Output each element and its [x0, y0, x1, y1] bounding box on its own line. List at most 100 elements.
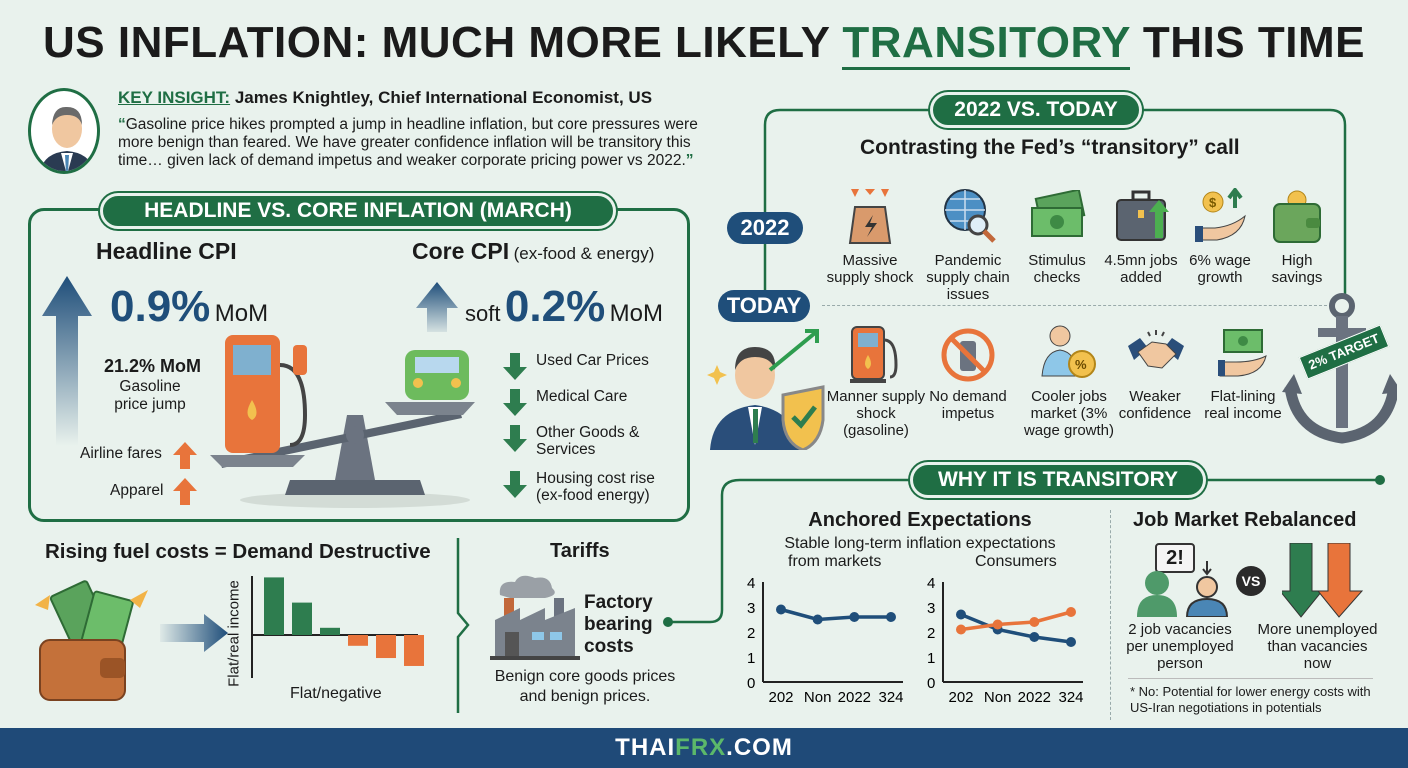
- wage-growth-icon: $: [1195, 188, 1246, 242]
- section-divider: [456, 538, 470, 713]
- item-2022-label: 6% wage growth: [1189, 252, 1251, 286]
- apparel-label: Apparel: [110, 482, 164, 499]
- item-today-label: No demand impetus: [929, 388, 1007, 422]
- quote-close-icon: ”: [685, 152, 694, 169]
- vs-badge: VS: [1236, 566, 1266, 596]
- label-today: TODAY: [718, 290, 810, 322]
- jobs-right-label: More unemployed than vacancies now: [1257, 621, 1378, 672]
- down-arrow-icon: [503, 353, 527, 380]
- markets-label: from markets: [788, 553, 882, 570]
- bar: [404, 635, 424, 666]
- bar: [320, 627, 340, 635]
- fuel-xlabel: Flat/negative: [290, 685, 382, 702]
- footnote: * No: Potential for lower energy costs w…: [1130, 684, 1371, 715]
- series-line: [780, 607, 891, 622]
- y-tick-label: 0: [927, 675, 935, 692]
- dashed-separator: [822, 305, 1327, 306]
- factory-label: Factory bearing costs: [584, 592, 653, 657]
- quote-text: Gasoline price hikes prompted a jump in …: [118, 116, 698, 169]
- x-tick-label: 202: [768, 689, 793, 706]
- series-line: [960, 612, 1072, 644]
- headline-value: 0.9% MoM: [110, 282, 268, 332]
- people-icon: [1137, 561, 1229, 617]
- data-point: [1066, 637, 1076, 647]
- fuel-title: Rising fuel costs = Demand Destructive: [45, 540, 431, 563]
- savings-wallet-icon: [1273, 190, 1321, 243]
- bar: [376, 635, 396, 659]
- x-tick-label: Non: [984, 689, 1012, 706]
- supply-shock-icon: [848, 189, 892, 244]
- core-cpi-sub: (ex-food & energy): [513, 244, 655, 263]
- item-2022-label: Stimulus checks: [1028, 252, 1086, 286]
- core-prefix: soft: [465, 301, 501, 326]
- consumers-line-chart: 0 1 2 3 4 202 Non 2022 324: [927, 575, 1084, 706]
- svg-text:%: %: [1075, 357, 1087, 372]
- core-unit: MoM: [609, 300, 664, 327]
- up-arrow-icon: [173, 478, 197, 505]
- series-line: [960, 610, 1072, 632]
- tariffs-note: Benign core goods prices and benign pric…: [494, 668, 676, 705]
- item-today-label: Flat-lining real income: [1204, 388, 1282, 422]
- y-tick-label: 2: [747, 625, 755, 642]
- brand-post: .COM: [726, 734, 793, 761]
- insight-header: KEY INSIGHT: James Knightley, Chief Inte…: [118, 88, 652, 108]
- down-arrow-icon: [503, 471, 527, 498]
- title-text: US INFLATION: MUCH MORE LIKELY: [43, 18, 843, 67]
- y-tick-label: 2: [927, 625, 935, 642]
- data-point: [956, 624, 966, 635]
- bar: [348, 635, 368, 646]
- other-goods-label: Other Goods & Services: [536, 424, 640, 458]
- fuel-ylabel: Flat/real income: [225, 580, 243, 687]
- item-today-label: Weaker confidence: [1118, 388, 1192, 422]
- quote-open-icon: “: [118, 116, 126, 133]
- y-tick-label: 0: [747, 675, 755, 692]
- bar: [292, 602, 312, 635]
- gasoline-label: Gasoline price jump: [114, 378, 186, 413]
- y-tick-label: 4: [747, 575, 755, 592]
- data-point: [992, 619, 1003, 630]
- headline-cpi-label: Headline CPI: [96, 238, 237, 264]
- markets-line-chart: 0 1 2 3 4 202 Non 2022 324: [747, 575, 904, 706]
- headline-unit: MoM: [214, 300, 269, 327]
- businessman-shield-icon: [707, 329, 825, 450]
- briefcase-growth-icon: [1116, 190, 1169, 241]
- label-2022: 2022: [727, 212, 803, 244]
- up-arrow-icon: [173, 442, 197, 469]
- core-value: soft 0.2% MoM: [465, 282, 663, 332]
- item-today-label: Manner supply shock (gasoline): [826, 388, 926, 439]
- brand-pre: THAI: [615, 734, 676, 761]
- item-2022-label: Pandemic supply chain issues: [926, 252, 1010, 303]
- bar: [264, 577, 284, 635]
- down-arrow-icon: [503, 425, 527, 452]
- data-point: [776, 604, 786, 615]
- headline-core-title: HEADLINE VS. CORE INFLATION (MARCH): [100, 193, 616, 229]
- y-tick-label: 1: [747, 650, 755, 667]
- gas-pump-icon: [850, 326, 898, 383]
- title-accent: TRANSITORY: [842, 18, 1131, 70]
- anchor-icon: [1282, 293, 1397, 444]
- core-down-list: Used Car Prices Medical Care Other Goods…: [502, 352, 682, 510]
- gasoline-value: 21.2% MoM: [104, 356, 202, 376]
- anchored-title: Anchored Expectations: [808, 509, 1032, 531]
- list-item: Other Goods & Services: [502, 424, 682, 470]
- cooler-jobs-icon: %: [1041, 325, 1096, 378]
- consumers-label: Consumers: [975, 553, 1057, 570]
- used-car-label: Used Car Prices: [536, 352, 649, 369]
- item-2022-label: High savings: [1271, 252, 1323, 286]
- right-arrow-icon: [160, 614, 228, 652]
- core-cpi-header: Core CPI (ex-food & energy): [412, 238, 654, 265]
- brand-accent: FRX: [675, 734, 727, 761]
- data-point: [812, 614, 823, 625]
- key-insight-label: KEY INSIGHT:: [118, 88, 231, 107]
- footer-brand: THAIFRX.COM: [0, 728, 1408, 768]
- balance-scale-icon: [210, 335, 475, 508]
- factory-icon: [490, 575, 580, 660]
- vacancy-badge: 2!: [1155, 543, 1195, 573]
- x-tick-label: 2022: [838, 689, 871, 706]
- page-title: US INFLATION: MUCH MORE LIKELY TRANSITOR…: [0, 18, 1408, 70]
- fuel-bar-chart: [251, 576, 424, 678]
- down-arrows-icon: [1282, 543, 1364, 618]
- small-up-arrow-icon: [416, 282, 458, 332]
- flat-income-icon: [1218, 329, 1267, 377]
- x-tick-label: 2022: [1018, 689, 1051, 706]
